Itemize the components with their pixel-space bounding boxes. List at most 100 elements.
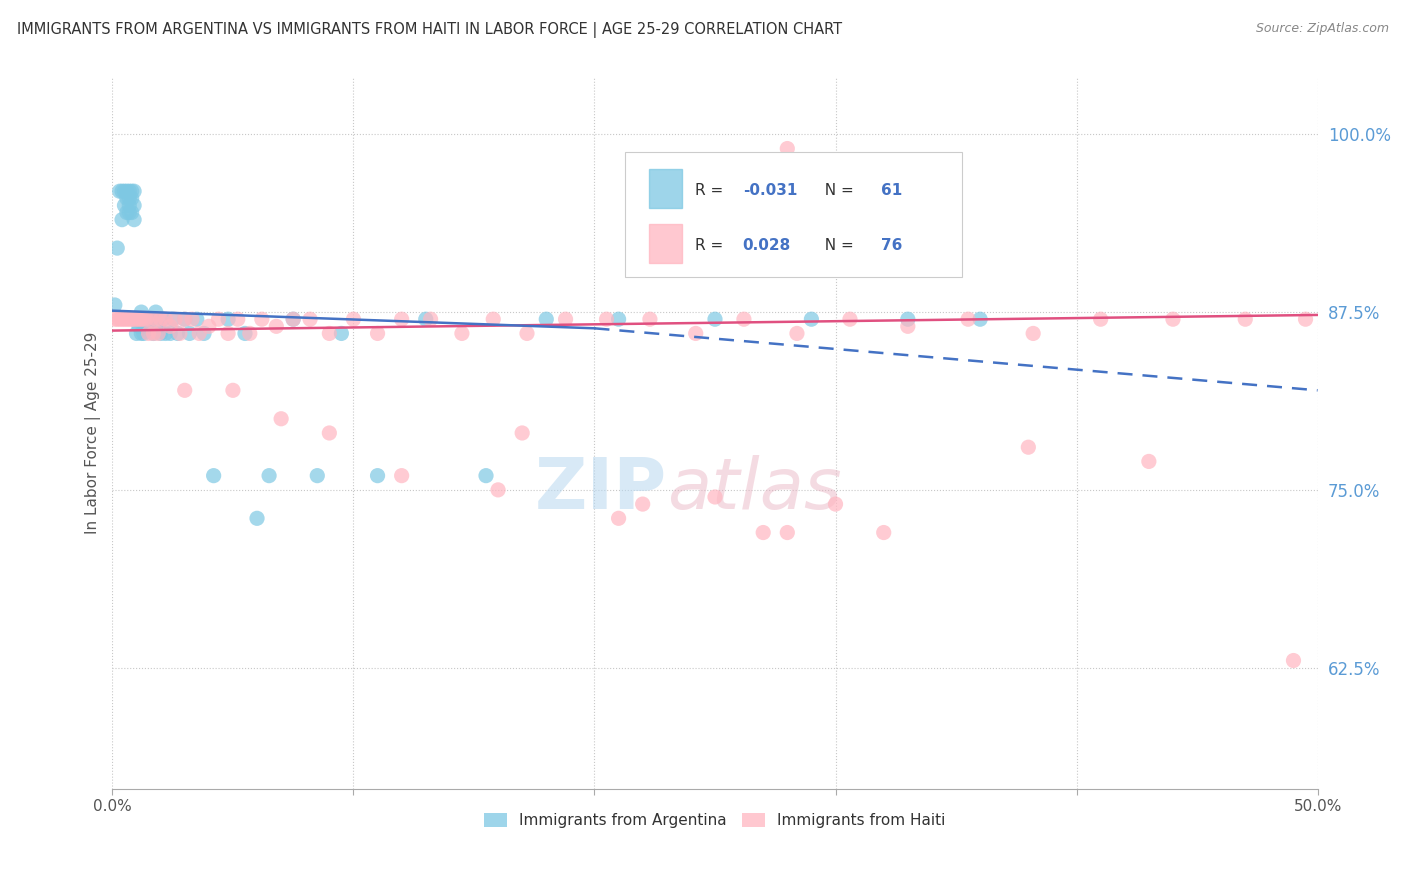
Point <box>482 312 505 326</box>
Bar <box>648 224 682 263</box>
Point <box>415 312 437 326</box>
Point <box>152 312 174 326</box>
Point <box>118 312 141 326</box>
Point <box>148 319 170 334</box>
Point <box>186 312 208 326</box>
Point <box>510 425 533 440</box>
Point <box>135 312 157 326</box>
Point <box>169 326 191 341</box>
Point <box>391 468 413 483</box>
Point <box>239 326 262 341</box>
Point <box>173 384 195 398</box>
Text: 0.028: 0.028 <box>742 237 792 252</box>
Point <box>897 312 920 326</box>
Point <box>824 497 846 511</box>
Point <box>118 205 141 219</box>
Text: N =: N = <box>815 183 859 197</box>
Bar <box>648 169 682 208</box>
Point <box>104 298 127 312</box>
Point <box>704 312 727 326</box>
Point <box>131 312 153 326</box>
Point <box>122 198 145 212</box>
Point <box>105 241 128 255</box>
Point <box>246 511 269 525</box>
Point <box>226 312 249 326</box>
Point <box>121 191 143 205</box>
Point <box>1137 454 1160 468</box>
Point <box>125 326 148 341</box>
Point <box>685 326 707 341</box>
Point <box>595 312 617 326</box>
Point <box>207 312 229 326</box>
Point <box>786 326 808 341</box>
Point <box>250 312 273 326</box>
Text: ZIP: ZIP <box>534 456 666 524</box>
Point <box>391 312 413 326</box>
Point <box>367 326 389 341</box>
Point <box>114 198 136 212</box>
Point <box>118 198 141 212</box>
Point <box>121 184 143 198</box>
Point <box>188 326 211 341</box>
Text: 76: 76 <box>882 237 903 252</box>
Point <box>118 191 141 205</box>
Point <box>115 191 138 205</box>
Point <box>142 326 165 341</box>
Text: IMMIGRANTS FROM ARGENTINA VS IMMIGRANTS FROM HAITI IN LABOR FORCE | AGE 25-29 CO: IMMIGRANTS FROM ARGENTINA VS IMMIGRANTS … <box>17 22 842 38</box>
Text: Source: ZipAtlas.com: Source: ZipAtlas.com <box>1256 22 1389 36</box>
Point <box>1282 654 1305 668</box>
Point <box>607 312 630 326</box>
Point <box>1234 312 1257 326</box>
Point <box>957 312 980 326</box>
FancyBboxPatch shape <box>624 153 962 277</box>
Point <box>704 490 727 504</box>
Point <box>776 142 799 156</box>
Point <box>554 312 576 326</box>
Point <box>128 312 150 326</box>
Point <box>118 184 141 198</box>
Point <box>1017 440 1039 454</box>
Point <box>222 384 245 398</box>
Point <box>121 205 143 219</box>
Point <box>165 312 187 326</box>
Point <box>475 468 498 483</box>
Point <box>1295 312 1317 326</box>
Point <box>419 312 441 326</box>
Point <box>108 184 131 198</box>
Legend: Immigrants from Argentina, Immigrants from Haiti: Immigrants from Argentina, Immigrants fr… <box>478 807 952 834</box>
Point <box>873 525 896 540</box>
Point <box>270 411 292 425</box>
Point <box>155 312 177 326</box>
Point <box>198 319 221 334</box>
Point <box>115 312 138 326</box>
Text: N =: N = <box>815 237 859 252</box>
Point <box>1161 312 1184 326</box>
Point <box>451 326 474 341</box>
Point <box>839 312 862 326</box>
Point <box>969 312 991 326</box>
Point <box>307 468 329 483</box>
Text: R =: R = <box>695 237 728 252</box>
Point <box>108 312 131 326</box>
Point <box>342 312 364 326</box>
Point <box>179 326 201 341</box>
Point <box>897 319 920 334</box>
Point <box>104 312 127 326</box>
Point <box>132 312 155 326</box>
Point <box>318 326 340 341</box>
Point <box>330 326 353 341</box>
Point <box>111 184 134 198</box>
Point <box>145 312 167 326</box>
Point <box>125 312 148 326</box>
Point <box>283 312 305 326</box>
Point <box>145 305 167 319</box>
Point <box>266 319 288 334</box>
Point <box>733 312 755 326</box>
Point <box>132 312 155 326</box>
Point <box>752 525 775 540</box>
Point <box>193 326 215 341</box>
Point <box>132 326 155 341</box>
Point <box>131 305 153 319</box>
Text: 61: 61 <box>882 183 903 197</box>
Point <box>233 326 256 341</box>
